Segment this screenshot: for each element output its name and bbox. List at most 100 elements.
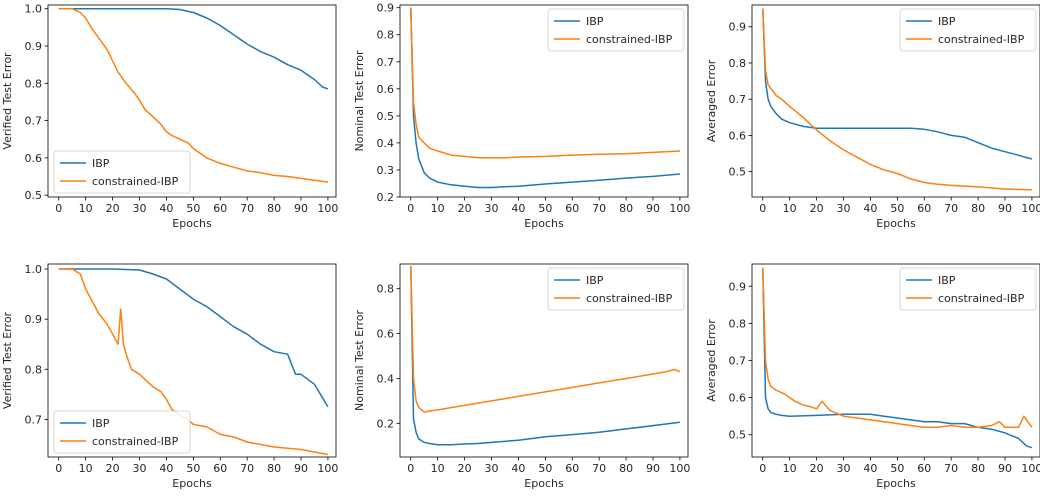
legend: IBP constrained-IBP <box>547 8 685 52</box>
x-tick-label: 0 <box>55 202 62 215</box>
x-tick-label: 80 <box>267 202 281 215</box>
y-axis-label: Verified Test Error <box>1 311 14 409</box>
x-axis-label: Epochs <box>876 217 916 230</box>
series-line-ibp <box>410 7 680 189</box>
x-axis-label: Epochs <box>172 217 212 230</box>
x-tick-label: 40 <box>511 462 525 475</box>
legend-box <box>899 8 1037 52</box>
legend-label: IBP <box>92 417 110 430</box>
legend-label: constrained-IBP <box>938 33 1025 46</box>
x-axis-label: Epochs <box>172 477 212 490</box>
x-tick-label: 80 <box>619 462 633 475</box>
legend-label: IBP <box>938 15 956 28</box>
x-tick-label: 0 <box>759 202 766 215</box>
x-tick-label: 0 <box>407 202 414 215</box>
series-line-constrained-ibp <box>58 268 329 456</box>
legend: IBP constrained-IBP <box>899 267 1037 311</box>
series-line-ibp <box>762 8 1033 160</box>
y-axis-label: Averaged Error <box>705 319 718 402</box>
y-tick-label: 0.9 <box>377 2 395 15</box>
x-tick-label: 10 <box>79 462 93 475</box>
series-line-constrained-ibp <box>410 7 680 159</box>
y-tick-label: 0.5 <box>25 189 43 202</box>
x-tick-label: 50 <box>538 462 552 475</box>
x-tick-label: 30 <box>837 202 851 215</box>
y-tick-label: 0.5 <box>729 166 747 179</box>
x-tick-label: 60 <box>565 462 579 475</box>
x-tick-label: 10 <box>79 202 93 215</box>
x-tick-label: 50 <box>538 202 552 215</box>
x-tick-label: 70 <box>592 462 606 475</box>
x-tick-label: 60 <box>917 462 931 475</box>
series-line-ibp <box>762 267 1033 449</box>
y-tick-label: 0.5 <box>377 110 395 123</box>
x-tick-label: 40 <box>511 202 525 215</box>
x-tick-label: 20 <box>810 202 824 215</box>
x-tick-label: 40 <box>159 202 173 215</box>
x-tick-label: 70 <box>240 462 254 475</box>
x-tick-label: 60 <box>213 462 227 475</box>
y-tick-label: 0.6 <box>377 328 395 341</box>
legend: IBP constrained-IBP <box>547 267 685 311</box>
legend-label: constrained-IBP <box>586 33 673 46</box>
x-tick-label: 60 <box>917 202 931 215</box>
x-tick-label: 30 <box>837 462 851 475</box>
legend-box <box>53 150 191 194</box>
x-tick-label: 50 <box>890 202 904 215</box>
x-tick-label: 80 <box>971 202 985 215</box>
x-tick-label: 10 <box>783 462 797 475</box>
x-tick-label: 50 <box>186 462 200 475</box>
y-axis-label: Averaged Error <box>705 59 718 142</box>
x-tick-label: 100 <box>669 202 690 215</box>
y-tick-label: 0.7 <box>729 93 747 106</box>
plot-frame <box>399 4 689 198</box>
x-tick-label: 90 <box>646 462 660 475</box>
x-axis-label: Epochs <box>524 217 564 230</box>
y-tick-label: 0.7 <box>377 56 395 69</box>
plot-frame <box>47 263 337 458</box>
legend-box <box>899 267 1037 311</box>
x-tick-label: 20 <box>106 202 120 215</box>
x-axis-label: Epochs <box>524 477 564 490</box>
y-tick-label: 1.0 <box>25 263 43 276</box>
legend-label: constrained-IBP <box>92 435 179 448</box>
y-tick-label: 0.9 <box>729 21 747 34</box>
legend-box <box>547 8 685 52</box>
legend-box <box>53 410 191 454</box>
plot-frame <box>47 4 337 198</box>
series-line-constrained-ibp <box>410 266 681 413</box>
legend-label: constrained-IBP <box>938 292 1025 305</box>
x-tick-label: 100 <box>317 202 338 215</box>
y-tick-label: 0.2 <box>377 191 395 204</box>
x-tick-label: 60 <box>213 202 227 215</box>
y-tick-label: 1.0 <box>25 3 43 16</box>
x-tick-label: 20 <box>810 462 824 475</box>
plot-frame <box>751 4 1040 198</box>
x-tick-label: 100 <box>1021 462 1040 475</box>
legend-box <box>547 267 685 311</box>
y-tick-label: 0.9 <box>25 313 43 326</box>
x-tick-label: 100 <box>317 462 338 475</box>
x-axis-label: Epochs <box>876 477 916 490</box>
x-tick-label: 10 <box>431 202 445 215</box>
x-tick-label: 70 <box>240 202 254 215</box>
legend: IBP constrained-IBP <box>899 8 1037 52</box>
x-tick-label: 20 <box>458 462 472 475</box>
legend-label: constrained-IBP <box>586 292 673 305</box>
subplot-4: 0 10 20 30 40 50 60 70 80 90 100 0.7 0.8 0.9 1.0 Epochs… <box>1 263 338 490</box>
y-tick-label: 0.6 <box>729 129 747 142</box>
y-axis-label: Nominal Test Error <box>353 310 366 411</box>
y-tick-label: 0.7 <box>729 355 747 368</box>
x-tick-label: 20 <box>458 202 472 215</box>
x-tick-label: 50 <box>186 202 200 215</box>
x-tick-label: 90 <box>646 202 660 215</box>
y-tick-label: 0.9 <box>25 40 43 53</box>
y-tick-label: 0.4 <box>377 372 395 385</box>
y-tick-label: 0.8 <box>25 77 43 90</box>
x-tick-label: 80 <box>267 462 281 475</box>
x-tick-label: 50 <box>890 462 904 475</box>
x-tick-label: 70 <box>944 202 958 215</box>
x-tick-label: 0 <box>759 462 766 475</box>
y-tick-label: 0.8 <box>729 317 747 330</box>
